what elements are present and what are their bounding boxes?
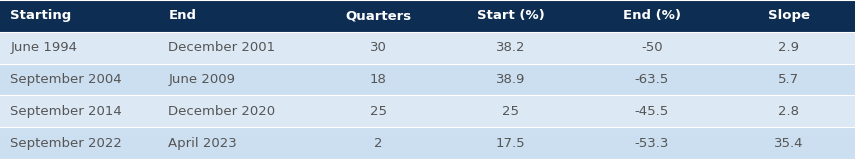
Text: 38.2: 38.2 <box>496 41 526 54</box>
Text: September 2004: September 2004 <box>10 73 122 86</box>
Text: September 2014: September 2014 <box>10 105 122 118</box>
Bar <box>0 0 158 32</box>
Bar <box>0 95 855 127</box>
Text: Start (%): Start (%) <box>477 9 545 22</box>
Text: April 2023: April 2023 <box>168 137 237 150</box>
Text: 25: 25 <box>503 105 519 118</box>
Text: September 2022: September 2022 <box>10 137 122 150</box>
Text: June 2009: June 2009 <box>168 73 235 86</box>
Bar <box>158 0 316 32</box>
Text: 35.4: 35.4 <box>774 137 804 150</box>
Text: 30: 30 <box>370 41 386 54</box>
Bar <box>722 0 855 32</box>
Text: -45.5: -45.5 <box>634 105 669 118</box>
Bar <box>440 0 581 32</box>
Bar <box>0 32 855 64</box>
Text: Slope: Slope <box>768 9 810 22</box>
Text: -53.3: -53.3 <box>634 137 669 150</box>
Bar <box>0 127 855 159</box>
Text: December 2001: December 2001 <box>168 41 275 54</box>
Text: End (%): End (%) <box>623 9 681 22</box>
Text: June 1994: June 1994 <box>10 41 77 54</box>
Text: End: End <box>168 9 197 22</box>
Text: 2.8: 2.8 <box>778 105 799 118</box>
Text: 18: 18 <box>370 73 386 86</box>
Text: 17.5: 17.5 <box>496 137 526 150</box>
Text: 38.9: 38.9 <box>496 73 526 86</box>
Text: December 2020: December 2020 <box>168 105 275 118</box>
Text: -63.5: -63.5 <box>634 73 669 86</box>
Text: 5.7: 5.7 <box>778 73 799 86</box>
Bar <box>316 0 440 32</box>
Bar <box>0 64 855 95</box>
Bar <box>581 0 722 32</box>
Text: 2.9: 2.9 <box>778 41 799 54</box>
Text: 2: 2 <box>374 137 382 150</box>
Text: -50: -50 <box>641 41 663 54</box>
Text: Quarters: Quarters <box>345 9 411 22</box>
Text: 25: 25 <box>370 105 386 118</box>
Text: Starting: Starting <box>10 9 72 22</box>
